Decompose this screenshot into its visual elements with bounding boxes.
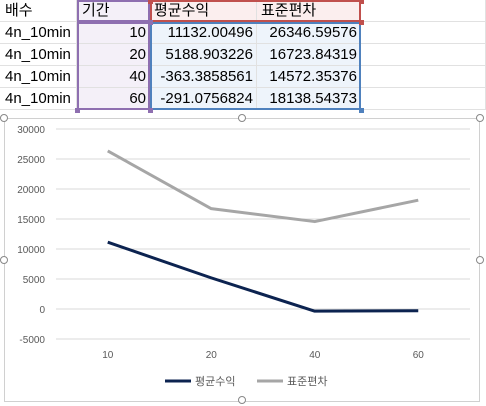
range-resize-handle[interactable] xyxy=(148,0,153,4)
y-tick-label: 15000 xyxy=(17,215,45,226)
y-tick-label: 0 xyxy=(39,305,45,316)
chart-resize-handle[interactable] xyxy=(0,256,8,264)
range-resize-handle[interactable] xyxy=(359,0,364,4)
y-tick-label: 5000 xyxy=(23,275,46,286)
cell-period[interactable]: 60 xyxy=(77,88,150,110)
header-row: 배수 기간 평균수익 표준편차 xyxy=(0,0,486,22)
empty-cell[interactable] xyxy=(361,22,486,44)
header-cell-mean-return[interactable]: 평균수익 xyxy=(150,0,257,22)
cell-mean-return[interactable]: 5188.903226 xyxy=(150,44,257,66)
y-tick-label: 20000 xyxy=(17,185,45,196)
chart-resize-handle[interactable] xyxy=(476,114,484,122)
cell-multiplier[interactable]: 4n_10min xyxy=(0,44,77,66)
cell-std-dev[interactable]: 16723.84319 xyxy=(257,44,361,66)
empty-cell[interactable] xyxy=(361,88,486,110)
y-tick-label: 10000 xyxy=(17,245,45,256)
cell-period[interactable]: 20 xyxy=(77,44,150,66)
series-line-1 xyxy=(108,242,419,311)
legend-label: 표준편차 xyxy=(287,375,327,388)
y-tick-label: -5000 xyxy=(19,335,45,346)
spreadsheet: 배수 기간 평균수익 표준편차 4n_10min 10 11132.00496 … xyxy=(0,0,486,114)
range-resize-handle[interactable] xyxy=(148,20,153,25)
legend-label: 평균수익 xyxy=(195,375,235,388)
legend-item-2: 표준편차 xyxy=(257,375,327,388)
empty-cell[interactable] xyxy=(361,0,486,22)
x-tick-label: 10 xyxy=(102,350,114,361)
range-resize-handle[interactable] xyxy=(148,108,153,113)
empty-cell[interactable] xyxy=(361,44,486,66)
table-row: 4n_10min 60 -291.0756824 18138.54373 xyxy=(0,88,486,110)
x-tick-label: 60 xyxy=(413,350,425,361)
empty-cell[interactable] xyxy=(361,66,486,88)
x-tick-label: 40 xyxy=(309,350,321,361)
chart-resize-handle[interactable] xyxy=(0,114,8,122)
header-cell-multiplier[interactable]: 배수 xyxy=(0,0,77,22)
table-row: 4n_10min 40 -363.3858561 14572.35376 xyxy=(0,66,486,88)
chart-resize-handle[interactable] xyxy=(238,396,246,404)
chart-resize-handle[interactable] xyxy=(238,114,246,122)
y-tick-label: 25000 xyxy=(17,155,45,166)
x-tick-label: 20 xyxy=(206,350,218,361)
cell-period[interactable]: 40 xyxy=(77,66,150,88)
range-resize-handle[interactable] xyxy=(75,108,80,113)
chart-plot: 30000 25000 20000 15000 10000 5000 0 -5000 10 20… xyxy=(5,119,479,401)
table-row: 4n_10min 20 5188.903226 16723.84319 xyxy=(0,44,486,66)
y-tick-label: 30000 xyxy=(17,125,45,136)
range-resize-handle[interactable] xyxy=(359,20,364,25)
cell-mean-return[interactable]: -291.0756824 xyxy=(150,88,257,110)
cell-multiplier[interactable]: 4n_10min xyxy=(0,66,77,88)
cell-multiplier[interactable]: 4n_10min xyxy=(0,22,77,44)
series-line-2 xyxy=(108,151,419,222)
cell-mean-return[interactable]: 11132.00496 xyxy=(150,22,257,44)
line-chart[interactable]: 30000 25000 20000 15000 10000 5000 0 -5000 10 20… xyxy=(4,118,480,402)
chart-resize-handle[interactable] xyxy=(476,256,484,264)
cell-std-dev[interactable]: 18138.54373 xyxy=(257,88,361,110)
cell-period[interactable]: 10 xyxy=(77,22,150,44)
cell-std-dev[interactable]: 26346.59576 xyxy=(257,22,361,44)
legend-item-1: 평균수익 xyxy=(165,375,235,388)
cell-mean-return[interactable]: -363.3858561 xyxy=(150,66,257,88)
header-cell-period[interactable]: 기간 xyxy=(77,0,150,22)
table-row: 4n_10min 10 11132.00496 26346.59576 xyxy=(0,22,486,44)
header-cell-std-dev[interactable]: 표준편차 xyxy=(257,0,361,22)
cell-multiplier[interactable]: 4n_10min xyxy=(0,88,77,110)
cell-std-dev[interactable]: 14572.35376 xyxy=(257,66,361,88)
range-resize-handle[interactable] xyxy=(359,108,364,113)
